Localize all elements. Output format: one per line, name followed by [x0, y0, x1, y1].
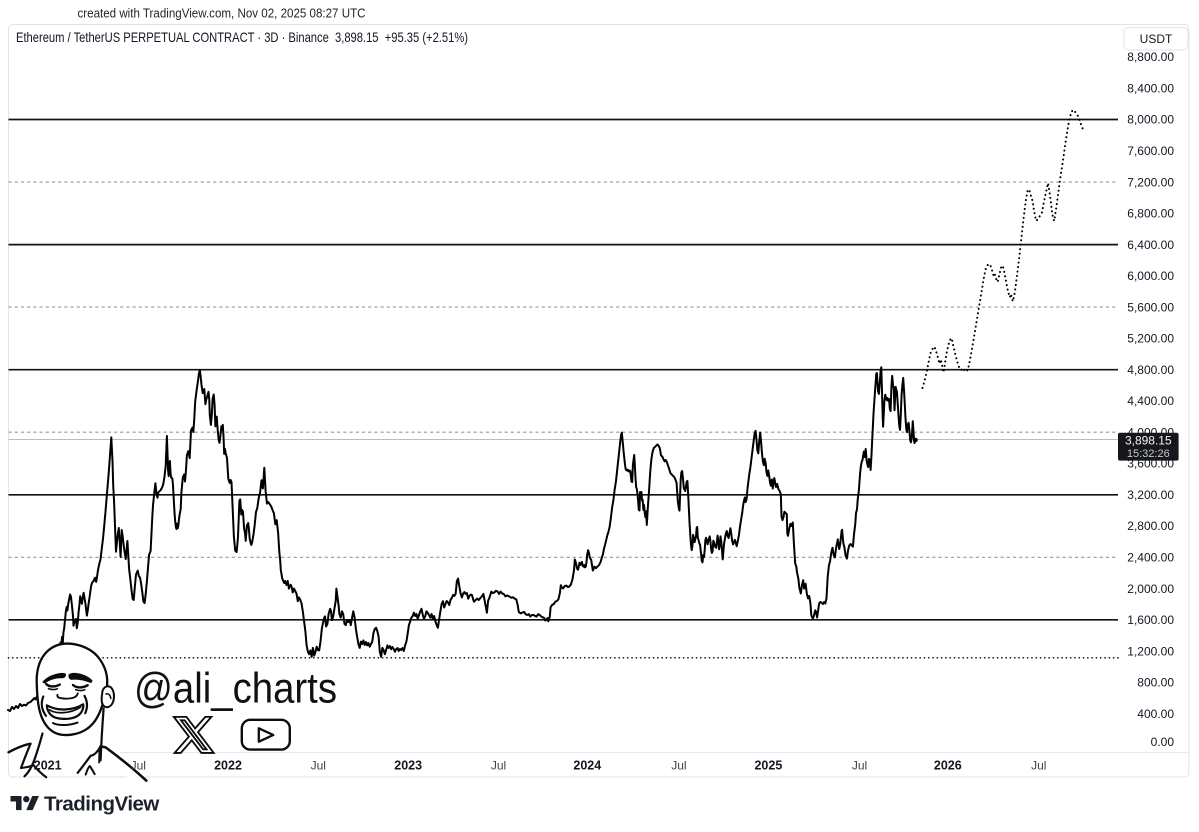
- svg-text:2,400.00: 2,400.00: [1127, 551, 1174, 565]
- svg-text:2,800.00: 2,800.00: [1127, 519, 1174, 533]
- svg-text:2,000.00: 2,000.00: [1127, 582, 1174, 596]
- svg-text:8,800.00: 8,800.00: [1127, 50, 1174, 64]
- svg-text:800.00: 800.00: [1137, 676, 1174, 690]
- svg-text:Jul: Jul: [1031, 759, 1046, 773]
- svg-text:2024: 2024: [573, 759, 601, 773]
- svg-text:Jul: Jul: [671, 759, 686, 773]
- svg-text:Jul: Jul: [131, 759, 146, 773]
- svg-text:2023: 2023: [394, 759, 422, 773]
- svg-text:2022: 2022: [214, 759, 242, 773]
- svg-text:Jul: Jul: [311, 759, 326, 773]
- svg-text:8,000.00: 8,000.00: [1127, 113, 1174, 127]
- svg-text:TradingView: TradingView: [44, 793, 159, 816]
- svg-text:USDT: USDT: [1140, 32, 1173, 46]
- svg-text:4,400.00: 4,400.00: [1127, 394, 1174, 408]
- svg-text:1,200.00: 1,200.00: [1127, 644, 1174, 658]
- svg-text:400.00: 400.00: [1137, 707, 1174, 721]
- svg-text:15:32:26: 15:32:26: [1127, 448, 1170, 460]
- svg-text:6,400.00: 6,400.00: [1127, 238, 1174, 252]
- svg-text:6,000.00: 6,000.00: [1127, 269, 1174, 283]
- svg-text:7,200.00: 7,200.00: [1127, 175, 1174, 189]
- svg-text:2021: 2021: [34, 759, 62, 773]
- svg-text:Ethereum / TetherUS PERPETUAL: Ethereum / TetherUS PERPETUAL CONTRACT ·…: [16, 29, 468, 45]
- svg-text:3,898.15: 3,898.15: [1125, 433, 1172, 447]
- svg-text:Jul: Jul: [852, 759, 867, 773]
- svg-text:8,400.00: 8,400.00: [1127, 82, 1174, 96]
- svg-text:5,600.00: 5,600.00: [1127, 300, 1174, 314]
- svg-text:7,600.00: 7,600.00: [1127, 144, 1174, 158]
- svg-text:created with TradingView.com,: created with TradingView.com, Nov 02, 20…: [78, 6, 366, 21]
- svg-text:5,200.00: 5,200.00: [1127, 332, 1174, 346]
- svg-text:0.00: 0.00: [1151, 735, 1175, 749]
- svg-text:Jul: Jul: [491, 759, 506, 773]
- svg-text:@ali_charts: @ali_charts: [134, 665, 337, 713]
- svg-text:6,800.00: 6,800.00: [1127, 207, 1174, 221]
- svg-text:3,200.00: 3,200.00: [1127, 488, 1174, 502]
- svg-text:2025: 2025: [754, 759, 782, 773]
- svg-text:2026: 2026: [934, 759, 962, 773]
- svg-text:1,600.00: 1,600.00: [1127, 613, 1174, 627]
- svg-text:4,800.00: 4,800.00: [1127, 363, 1174, 377]
